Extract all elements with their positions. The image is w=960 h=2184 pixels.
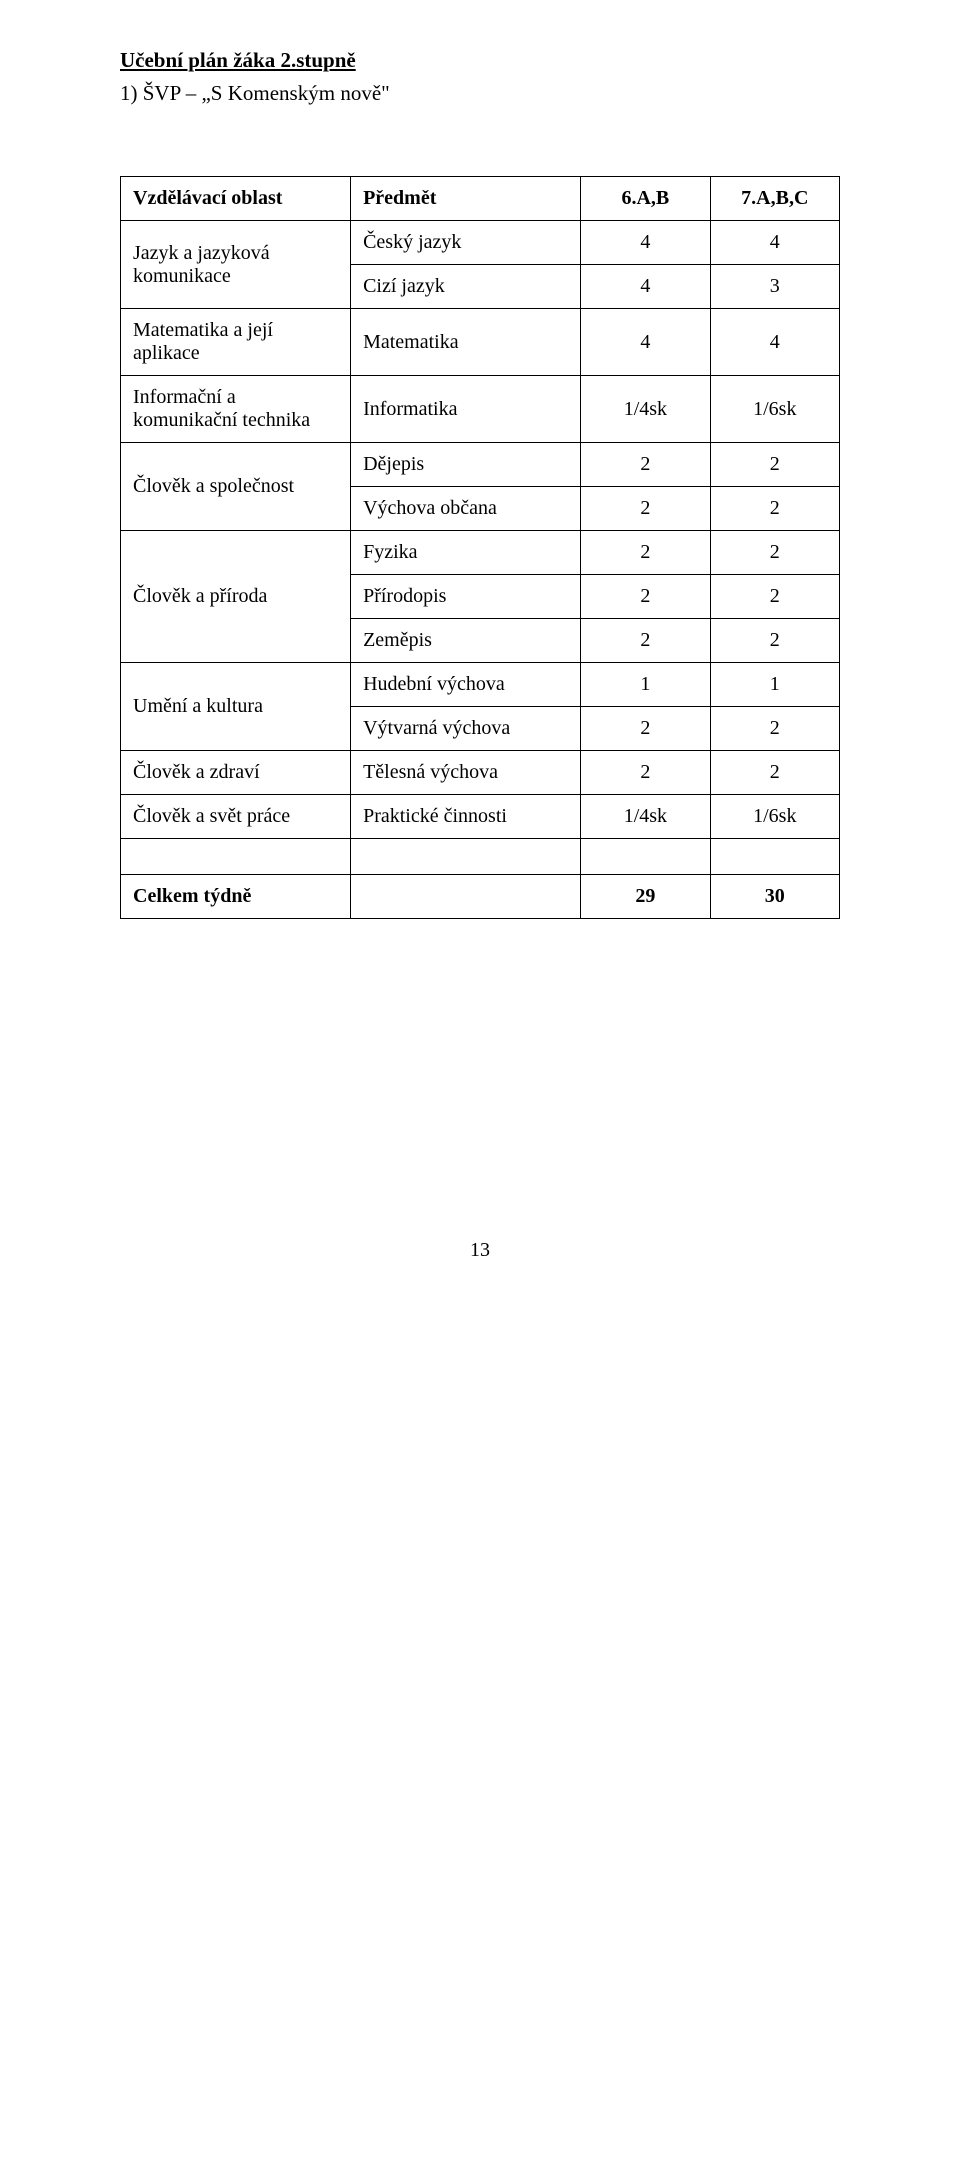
subject-cell: Informatika <box>351 376 581 443</box>
subject-cell: Zeměpis <box>351 619 581 663</box>
area-cell: Člověk a společnost <box>121 443 351 531</box>
curriculum-table: Vzdělávací oblast Předmět 6.A,B 7.A,B,C … <box>120 176 840 919</box>
total-value: 29 <box>581 875 710 919</box>
subject-cell: Hudební výchova <box>351 663 581 707</box>
spacer-row <box>121 839 840 875</box>
subject-cell: Tělesná výchova <box>351 751 581 795</box>
table-row: Jazyk a jazyková komunikace Český jazyk … <box>121 221 840 265</box>
page-number: 13 <box>120 1239 840 1262</box>
value-cell: 4 <box>710 309 839 376</box>
table-row: Člověk a zdraví Tělesná výchova 2 2 <box>121 751 840 795</box>
table-row: Umění a kultura Hudební výchova 1 1 <box>121 663 840 707</box>
total-label: Celkem týdně <box>121 875 351 919</box>
area-cell: Člověk a zdraví <box>121 751 351 795</box>
spacer-cell <box>121 839 351 875</box>
page-subheading: 1) ŠVP – „S Komenským nově" <box>120 81 840 106</box>
table-header-row: Vzdělávací oblast Předmět 6.A,B 7.A,B,C <box>121 177 840 221</box>
value-cell: 2 <box>581 487 710 531</box>
value-cell: 1/4sk <box>581 795 710 839</box>
value-cell: 2 <box>710 751 839 795</box>
value-cell: 2 <box>710 575 839 619</box>
table-row: Informační a komunikační technika Inform… <box>121 376 840 443</box>
value-cell: 2 <box>581 619 710 663</box>
subject-cell: Fyzika <box>351 531 581 575</box>
value-cell: 1 <box>581 663 710 707</box>
header-subject: Předmět <box>351 177 581 221</box>
header-area: Vzdělávací oblast <box>121 177 351 221</box>
value-cell: 1 <box>710 663 839 707</box>
spacer-cell <box>581 839 710 875</box>
spacer-cell <box>710 839 839 875</box>
value-cell: 4 <box>710 221 839 265</box>
table-row: Matematika a její aplikace Matematika 4 … <box>121 309 840 376</box>
subject-cell: Český jazyk <box>351 221 581 265</box>
value-cell: 2 <box>710 619 839 663</box>
subject-cell: Výchova občana <box>351 487 581 531</box>
value-cell: 4 <box>581 265 710 309</box>
subject-cell: Praktické činnosti <box>351 795 581 839</box>
value-cell: 2 <box>710 531 839 575</box>
subject-cell: Matematika <box>351 309 581 376</box>
total-empty <box>351 875 581 919</box>
area-cell: Člověk a příroda <box>121 531 351 663</box>
spacer-cell <box>351 839 581 875</box>
value-cell: 2 <box>710 707 839 751</box>
value-cell: 2 <box>581 575 710 619</box>
table-row: Člověk a společnost Dějepis 2 2 <box>121 443 840 487</box>
subject-cell: Cizí jazyk <box>351 265 581 309</box>
value-cell: 2 <box>710 443 839 487</box>
area-cell: Informační a komunikační technika <box>121 376 351 443</box>
value-cell: 3 <box>710 265 839 309</box>
header-col4: 7.A,B,C <box>710 177 839 221</box>
area-cell: Umění a kultura <box>121 663 351 751</box>
total-row: Celkem týdně 29 30 <box>121 875 840 919</box>
subject-cell: Přírodopis <box>351 575 581 619</box>
value-cell: 2 <box>581 707 710 751</box>
table-row: Člověk a svět práce Praktické činnosti 1… <box>121 795 840 839</box>
value-cell: 2 <box>710 487 839 531</box>
subject-cell: Dějepis <box>351 443 581 487</box>
area-cell: Člověk a svět práce <box>121 795 351 839</box>
value-cell: 2 <box>581 751 710 795</box>
value-cell: 2 <box>581 531 710 575</box>
page-heading: Učební plán žáka 2.stupně <box>120 48 840 73</box>
value-cell: 1/6sk <box>710 795 839 839</box>
value-cell: 4 <box>581 221 710 265</box>
total-value: 30 <box>710 875 839 919</box>
value-cell: 4 <box>581 309 710 376</box>
subject-cell: Výtvarná výchova <box>351 707 581 751</box>
value-cell: 2 <box>581 443 710 487</box>
value-cell: 1/6sk <box>710 376 839 443</box>
table-row: Člověk a příroda Fyzika 2 2 <box>121 531 840 575</box>
area-cell: Jazyk a jazyková komunikace <box>121 221 351 309</box>
area-cell: Matematika a její aplikace <box>121 309 351 376</box>
value-cell: 1/4sk <box>581 376 710 443</box>
header-col3: 6.A,B <box>581 177 710 221</box>
